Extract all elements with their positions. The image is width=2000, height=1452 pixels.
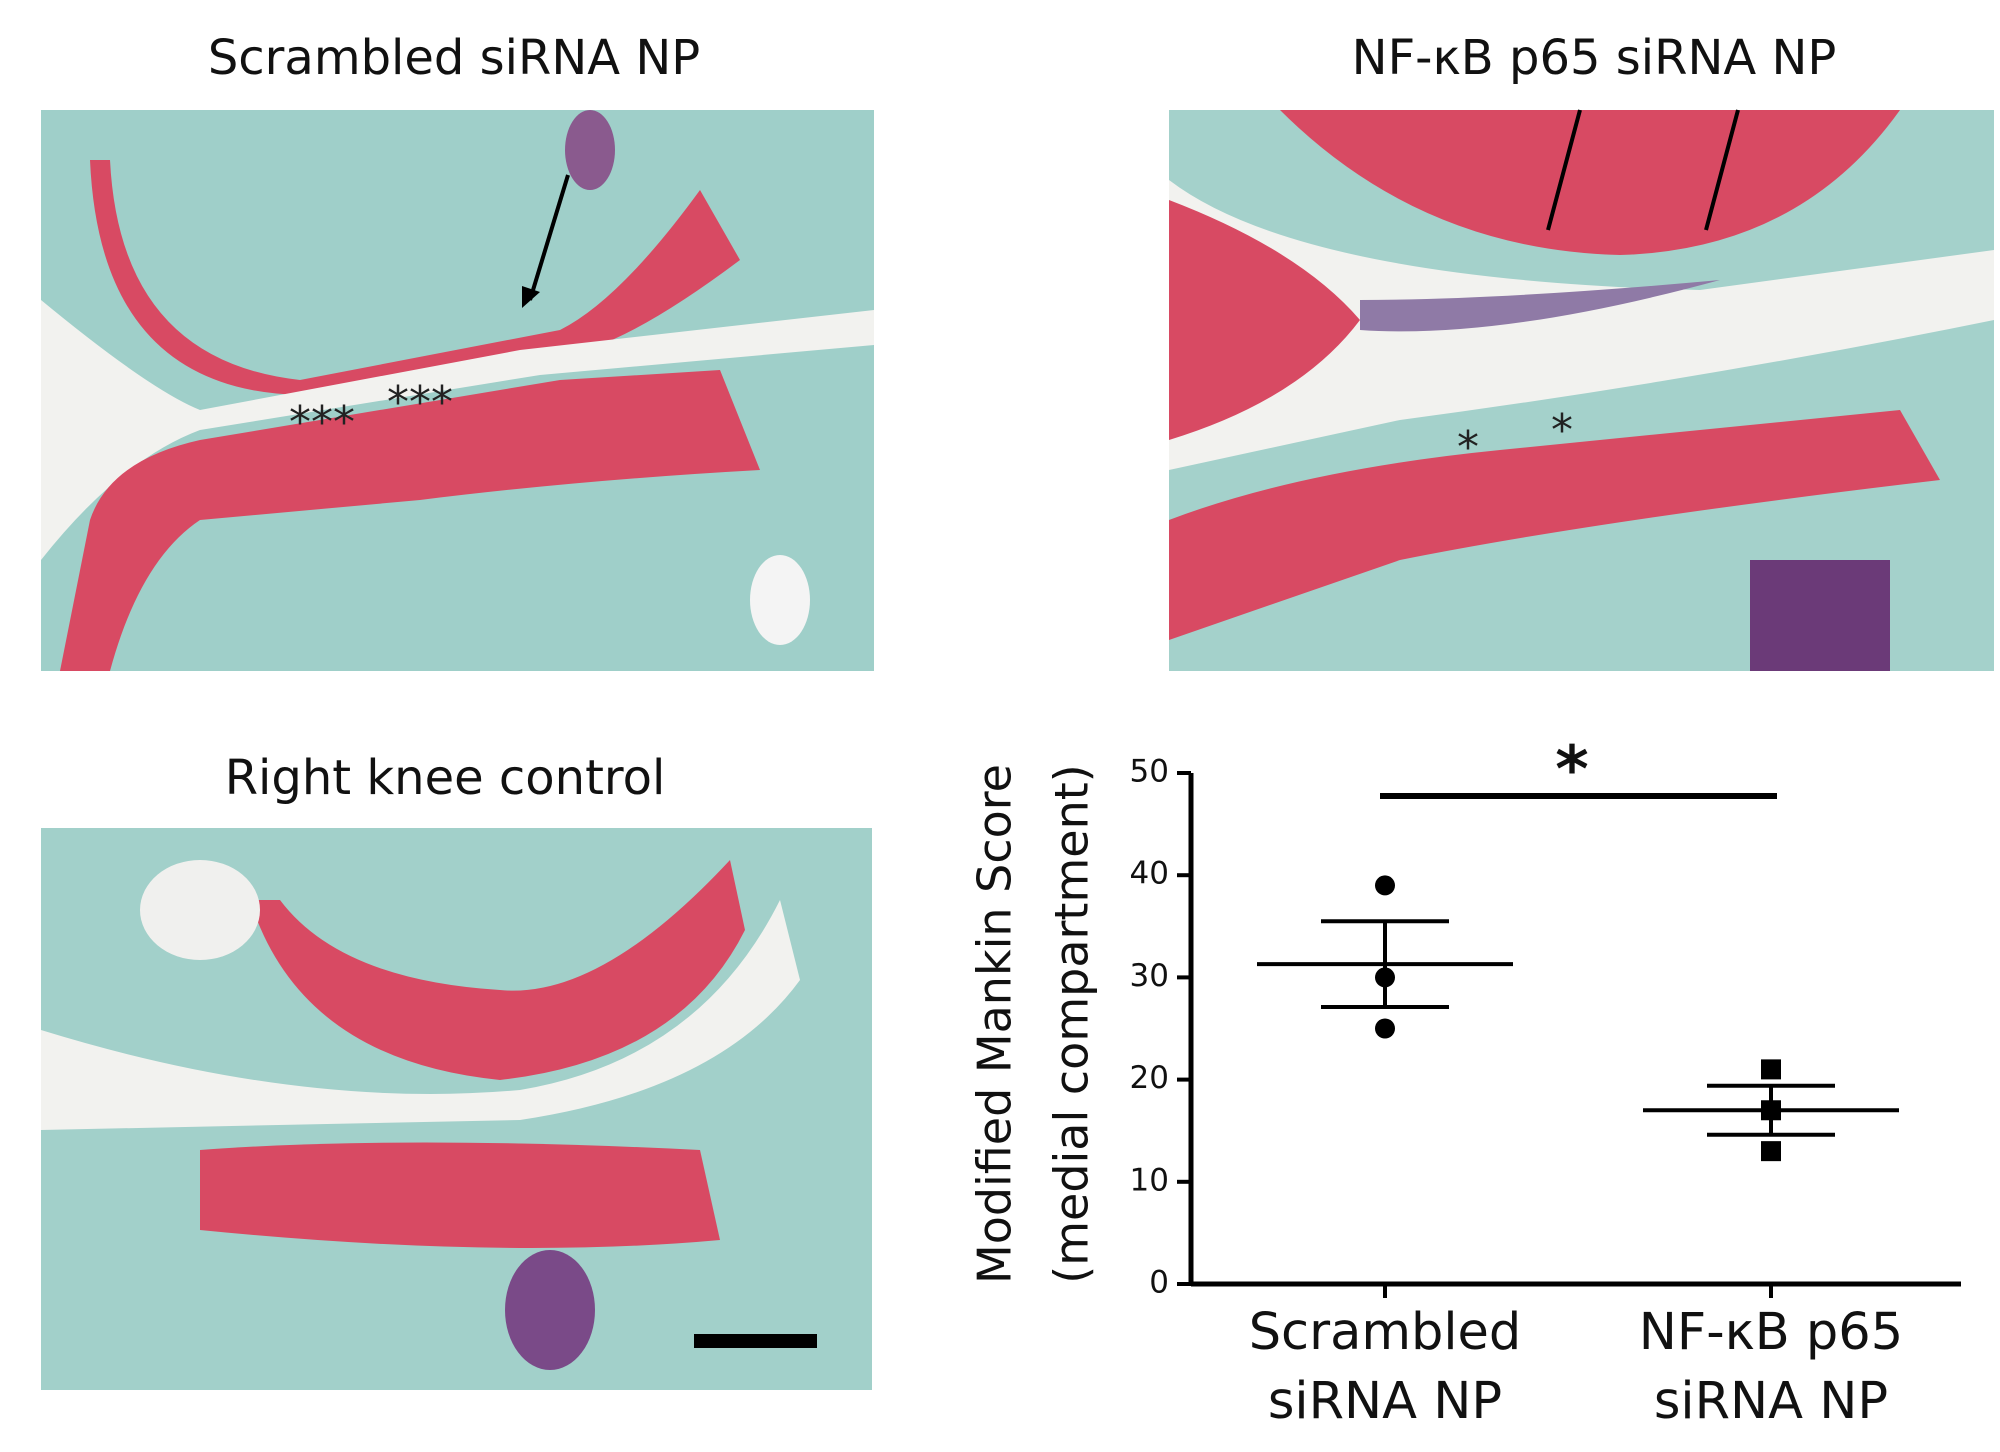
data-point bbox=[1761, 1100, 1781, 1121]
data-point bbox=[1761, 1141, 1781, 1162]
y-tick-label: 0 bbox=[1149, 1265, 1169, 1301]
arrowhead bbox=[522, 286, 540, 308]
data-point bbox=[1375, 875, 1395, 896]
x-tick-label: siRNA NP bbox=[1268, 1372, 1502, 1431]
panel-title: Right knee control bbox=[225, 750, 666, 806]
y-tick-label: 40 bbox=[1130, 856, 1169, 892]
panel-title: Scrambled siRNA NP bbox=[208, 30, 700, 86]
data-point bbox=[1375, 1018, 1395, 1039]
histology-image bbox=[1169, 110, 1994, 671]
y-tick-label: 50 bbox=[1130, 754, 1169, 790]
x-tick-label: NF-κB p65 bbox=[1639, 1303, 1903, 1362]
data-point bbox=[1761, 1059, 1781, 1080]
arrow bbox=[1704, 109, 1740, 231]
annotation: *** bbox=[387, 377, 453, 428]
y-tick-label: 20 bbox=[1130, 1060, 1169, 1096]
y-axis-label: Modified Mankin Score bbox=[968, 764, 1022, 1284]
arrow bbox=[1546, 109, 1582, 231]
y-tick-label: 10 bbox=[1130, 1162, 1169, 1198]
x-tick-label: Scrambled bbox=[1249, 1303, 1522, 1362]
data-point bbox=[1375, 967, 1395, 988]
arrow bbox=[528, 174, 570, 301]
y-tick-label: 30 bbox=[1130, 958, 1169, 994]
histology-image bbox=[41, 828, 872, 1390]
scale-bar bbox=[694, 1334, 817, 1348]
histology-image bbox=[41, 110, 874, 671]
annotation: * bbox=[1551, 405, 1573, 456]
annotation: * bbox=[1457, 422, 1479, 473]
annotation: *** bbox=[289, 397, 355, 448]
y-axis-label: (medial compartment) bbox=[1045, 764, 1099, 1283]
significance-label: * bbox=[1555, 734, 1588, 808]
panel-title: NF-κB p65 siRNA NP bbox=[1352, 30, 1837, 86]
x-tick-label: siRNA NP bbox=[1654, 1372, 1888, 1431]
